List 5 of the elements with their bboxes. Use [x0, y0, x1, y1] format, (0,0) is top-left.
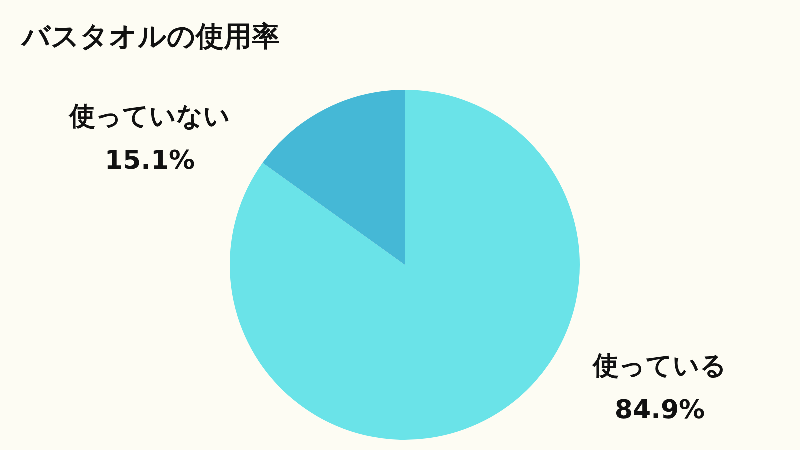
data-label: 84.9%: [614, 395, 706, 426]
chart-title: バスタオルの使用率: [22, 19, 280, 55]
data-label: 15.1%: [104, 146, 196, 176]
slice-label: 使っている: [592, 351, 727, 382]
slice-label: 使っていない: [68, 102, 230, 132]
